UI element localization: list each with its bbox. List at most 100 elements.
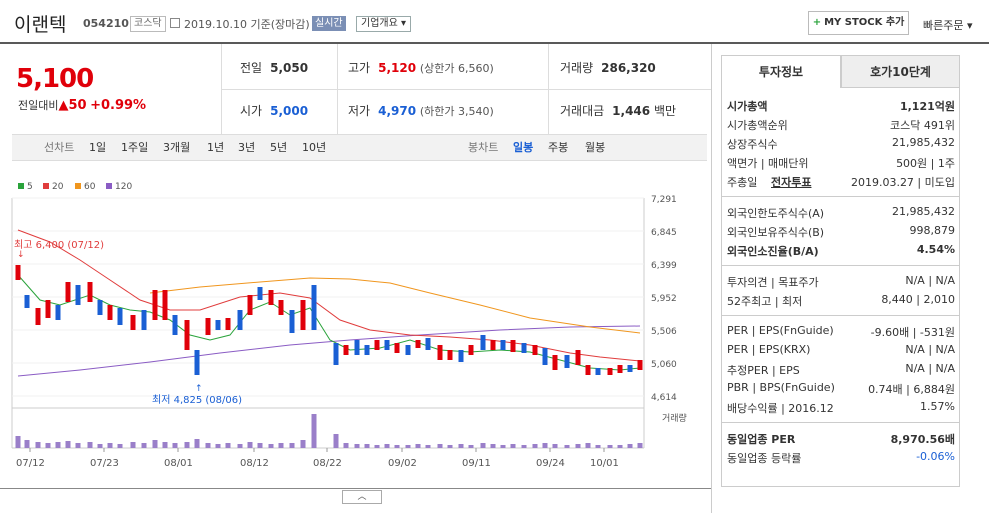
volume-bar — [343, 443, 349, 448]
candle — [500, 340, 506, 350]
legend-ma20: 20 — [43, 182, 63, 192]
evote-link[interactable]: 전자투표 — [771, 176, 812, 189]
price-chart[interactable]: 7,291 6,845 6,399 5,952 5,506 5,060 4,614 07/1… — [0, 190, 711, 488]
mystock-label: MY STOCK 추가 — [824, 17, 905, 28]
info-row: 주총일 전자투표 2019.03.27 | 미도입 — [727, 174, 955, 192]
info-row: 동일업종 PER 8,970.56배 — [727, 431, 955, 449]
legend-swatch — [106, 183, 112, 189]
candle-daily[interactable]: 일봉 — [513, 141, 534, 154]
candle — [607, 368, 613, 375]
realtime-button[interactable]: 실시간 — [312, 16, 346, 31]
period-5y[interactable]: 5년 — [270, 141, 288, 154]
period-1w[interactable]: 1주일 — [121, 141, 149, 154]
volume-bar — [75, 443, 81, 448]
candle — [564, 355, 570, 368]
high-label: 고가 — [348, 61, 371, 75]
info-row-value: 4.54% — [916, 243, 955, 256]
info-row-value: 1,121억원 — [899, 100, 955, 113]
open-value: 5,000 — [270, 104, 309, 118]
volume-bar — [510, 444, 516, 448]
y-tick-label: 7,291 — [651, 195, 677, 205]
candle — [384, 340, 390, 350]
candle — [364, 345, 370, 355]
info-row-value: N/A | N/A — [905, 274, 955, 287]
x-tick-label: 10/01 — [590, 458, 619, 469]
volume-bar — [268, 444, 274, 448]
x-tick-label: 07/23 — [90, 458, 119, 469]
candle — [215, 320, 221, 330]
volume-bar — [184, 442, 190, 448]
info-row-value: -9.60배 | -531원 — [870, 326, 955, 339]
volume-bar — [532, 444, 538, 448]
info-row-label: 상장주식수 — [727, 138, 778, 151]
volume-bar — [225, 443, 231, 448]
legend-ma5: 5 — [18, 182, 33, 192]
fast-order-dropdown[interactable]: 빠른주문 ▾ — [923, 19, 973, 32]
divider — [722, 422, 959, 423]
upper-limit: (상한가 6,560) — [419, 62, 494, 75]
candle-monthly[interactable]: 월봉 — [585, 141, 606, 154]
volume-bar — [542, 443, 548, 448]
candle — [425, 338, 431, 350]
company-info-dropdown[interactable]: 기업개요 ▾ — [356, 16, 412, 32]
amount-unit: 백만 — [653, 104, 677, 118]
info-row: 시가총액 1,121억원 — [727, 98, 955, 116]
info-row-label: 외국인보유주식수(B) — [727, 226, 825, 239]
tab-orderbook[interactable]: 호가10단계 — [841, 55, 960, 88]
candle — [184, 320, 190, 350]
prev-close: 전일 5,050 — [240, 59, 308, 76]
volume-bar — [205, 443, 211, 448]
candle — [247, 295, 253, 315]
volume-bar — [257, 443, 263, 448]
candle-chart-label: 봉차트 — [468, 141, 499, 154]
candle — [15, 265, 21, 280]
low-value: 4,970 — [378, 104, 417, 118]
current-price: 5,100 — [16, 64, 94, 94]
collapse-button[interactable]: ︿ — [342, 490, 382, 504]
volume-bar — [247, 442, 253, 448]
candle — [542, 348, 548, 365]
mystock-add-button[interactable]: + MY STOCK 추가 — [808, 11, 909, 35]
period-3m[interactable]: 3개월 — [163, 141, 191, 154]
info-row-label: PBR | BPS(FnGuide) — [727, 381, 835, 394]
volume-bar — [194, 439, 200, 448]
down-arrow-icon: ↓ — [17, 250, 25, 260]
legend-label: 60 — [84, 182, 96, 192]
low-price: 저가 4,970 (하한가 3,540) — [348, 102, 494, 119]
candle — [278, 300, 284, 315]
candle — [343, 345, 349, 355]
divider — [0, 488, 711, 489]
x-axis: 07/12 07/23 08/01 08/12 08/22 09/02 09/11 09/24… — [16, 448, 619, 469]
tab-invest-info[interactable]: 투자정보 — [721, 55, 841, 88]
high-price: 고가 5,120 (상한가 6,560) — [348, 59, 494, 76]
volume-bar — [490, 444, 496, 448]
info-row-label: 추정PER | EPS — [727, 364, 800, 377]
candle — [237, 310, 243, 330]
legend-label: 20 — [52, 182, 64, 192]
candle — [394, 343, 400, 353]
info-row-label: 액면가 | 매매단위 — [727, 157, 809, 170]
candle — [268, 290, 274, 305]
volume-bar — [311, 414, 317, 448]
x-tick-label: 08/01 — [164, 458, 193, 469]
legend-ma60: 60 — [75, 182, 95, 192]
info-row-label: 시가총액순위 — [727, 119, 788, 132]
legend-label: 5 — [27, 182, 33, 192]
candle — [521, 343, 527, 353]
period-1d[interactable]: 1일 — [89, 141, 107, 154]
volume-bars — [15, 414, 643, 448]
info-row: 시가총액순위 코스닥 491위 — [727, 117, 955, 135]
candle — [75, 285, 81, 305]
prev-value: 5,050 — [270, 61, 309, 75]
candle — [87, 282, 93, 302]
candle — [289, 310, 295, 333]
period-10y[interactable]: 10년 — [302, 141, 327, 154]
candle — [172, 315, 178, 335]
volume-bar — [130, 442, 136, 448]
candle-weekly[interactable]: 주봉 — [548, 141, 569, 154]
candle — [130, 315, 136, 330]
volume-bar — [289, 443, 295, 448]
info-row-label: 52주최고 | 최저 — [727, 295, 803, 308]
period-1y[interactable]: 1년 — [207, 141, 225, 154]
period-3y[interactable]: 3년 — [238, 141, 256, 154]
